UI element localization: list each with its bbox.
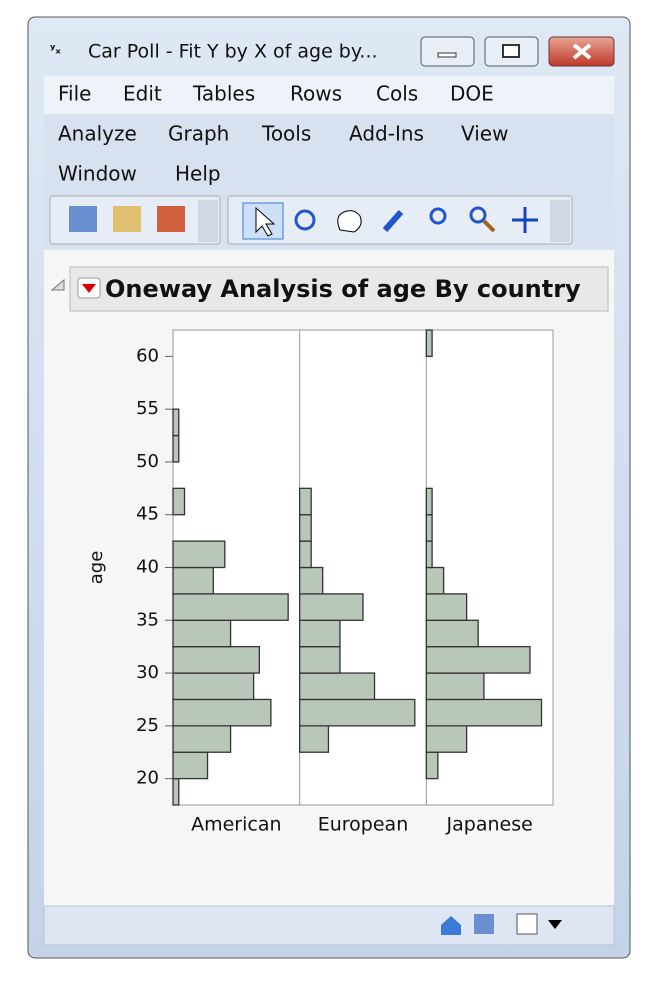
- y-tick-label: 45: [136, 504, 159, 525]
- histogram-bar: [172, 751, 209, 780]
- histogram-bar: [172, 487, 186, 516]
- histogram-bar: [425, 646, 531, 674]
- histogram-bar: [299, 646, 341, 674]
- tool-icon[interactable]: [382, 210, 404, 232]
- disclosure-triangle[interactable]: [50, 278, 65, 291]
- histogram-bar: [299, 593, 364, 621]
- histogram-bar: [172, 619, 232, 648]
- y-tick-label: 55: [136, 398, 159, 419]
- histogram-bar: [299, 725, 330, 753]
- histogram-bar: [172, 566, 214, 595]
- dropdown-arrow[interactable]: [548, 920, 562, 929]
- menu-item[interactable]: Rows: [290, 82, 342, 106]
- histogram-bar: [172, 540, 226, 569]
- histogram-bar: [172, 434, 180, 463]
- menu-item[interactable]: Graph: [168, 122, 229, 146]
- histogram-bar: [172, 698, 272, 727]
- histogram-bar: [299, 540, 312, 569]
- menu-item[interactable]: View: [461, 122, 508, 146]
- histogram-bar: [299, 514, 312, 542]
- histogram-bar: [425, 566, 445, 595]
- menu-item[interactable]: Tables: [192, 82, 255, 106]
- x-category-label: Japanese: [446, 814, 533, 836]
- histogram-bar: [172, 725, 232, 753]
- histogram-bar: [425, 751, 439, 780]
- histogram-bar: [172, 777, 180, 806]
- tool-icon[interactable]: [337, 210, 362, 233]
- histogram-bar: [425, 698, 543, 727]
- report-title: Oneway Analysis of age By country: [105, 275, 581, 303]
- toolbar-overflow[interactable]: [550, 200, 570, 242]
- menu-item[interactable]: Add-Ins: [349, 122, 424, 146]
- histogram-bar: [299, 698, 416, 727]
- y-tick-label: 35: [136, 609, 159, 630]
- plot: 20 25 30 35 40 45 50 55 60 age American European Jap…: [86, 329, 554, 836]
- report-header: [69, 266, 609, 312]
- tool-icon[interactable]: [512, 207, 538, 233]
- histogram-bar: [299, 619, 341, 648]
- histogram-bar: [425, 593, 468, 621]
- menu-item[interactable]: Window: [58, 162, 137, 186]
- menu-bar: File Edit Tables Rows Cols DOE Analyze Graph Too…: [58, 82, 508, 186]
- histogram-bar: [425, 514, 433, 542]
- close-glyph: [572, 43, 592, 60]
- histogram-bar: [425, 487, 433, 516]
- table-icon[interactable]: [474, 914, 494, 934]
- tool-icon[interactable]: [157, 206, 185, 232]
- menu-item[interactable]: Tools: [261, 122, 311, 146]
- histogram-bar: [299, 672, 376, 701]
- histogram-bar: [172, 593, 289, 621]
- y-tick-label: 50: [136, 451, 159, 472]
- y-axis-label: age: [86, 551, 107, 585]
- menu-item[interactable]: DOE: [450, 82, 494, 106]
- histogram-bar: [425, 540, 433, 569]
- toolbar-2: [227, 195, 573, 245]
- y-tick-label: 20: [136, 768, 159, 789]
- minimize-glyph: [437, 52, 457, 58]
- histogram-bar: [425, 329, 433, 358]
- histogram-bar: [425, 725, 468, 753]
- tool-icon[interactable]: [69, 206, 97, 232]
- menu-item[interactable]: Analyze: [58, 122, 137, 146]
- y-tick-label: 25: [136, 715, 159, 736]
- menu-item[interactable]: Help: [175, 162, 221, 186]
- x-category-label: American: [191, 814, 281, 836]
- y-tick-label: 30: [136, 662, 159, 683]
- tool-icon[interactable]: [429, 207, 447, 225]
- histogram-bar: [425, 672, 485, 701]
- histogram-bar: [172, 646, 261, 674]
- app-icon: ʸₓ: [50, 43, 61, 58]
- arrow-glyph: [255, 206, 276, 237]
- histogram-bar: [172, 672, 255, 701]
- red-triangle-glyph: [82, 284, 96, 293]
- histogram-bar: [299, 566, 324, 595]
- y-tick-label: 60: [136, 345, 159, 366]
- menu-item[interactable]: Edit: [123, 82, 162, 106]
- tool-icon[interactable]: [113, 206, 141, 232]
- window-title: Car Poll - Fit Y by X of age by...: [88, 41, 378, 63]
- tool-icon[interactable]: [469, 206, 487, 224]
- x-category-label: European: [318, 814, 409, 836]
- tool-icon-handle: [482, 219, 496, 233]
- maximize-glyph: [502, 44, 520, 58]
- tool-icon[interactable]: [294, 209, 316, 231]
- window-list-checkbox[interactable]: [516, 913, 538, 935]
- menu-item[interactable]: Cols: [376, 82, 418, 106]
- toolbar-overflow[interactable]: [198, 200, 218, 242]
- menu-item[interactable]: File: [58, 82, 91, 106]
- home-icon[interactable]: [441, 916, 461, 935]
- histogram-bar: [425, 619, 479, 648]
- y-tick-label: 40: [136, 557, 159, 578]
- histogram-bar: [299, 487, 312, 516]
- minimize-button[interactable]: [420, 36, 475, 67]
- histogram-bar: [172, 408, 180, 437]
- menu-row-highlight: [44, 76, 614, 114]
